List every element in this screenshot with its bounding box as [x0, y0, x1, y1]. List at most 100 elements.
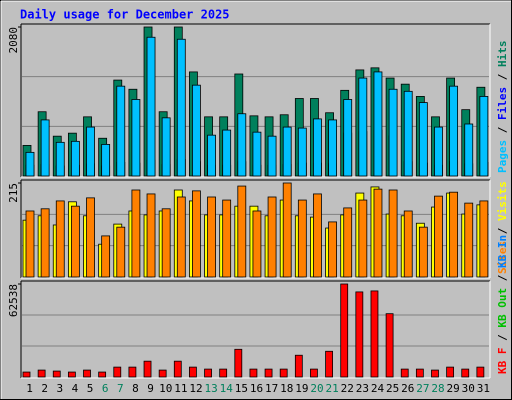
bar	[86, 197, 95, 278]
x-tick-label: 2	[41, 382, 48, 395]
x-tick-label: 3	[57, 382, 64, 395]
legend-entry: KB F	[496, 348, 509, 375]
bar	[355, 291, 364, 378]
legend-entry: Visits	[496, 181, 509, 221]
bar	[418, 102, 428, 177]
legend-entry: Files	[496, 87, 509, 120]
x-tick-label: 18	[280, 382, 293, 395]
bar	[161, 208, 171, 278]
bar	[313, 118, 322, 177]
bar	[176, 38, 186, 177]
bar	[267, 196, 277, 278]
x-tick-label: 24	[371, 382, 385, 395]
legend-separator: /	[496, 268, 509, 288]
bar	[325, 350, 333, 378]
bar	[192, 84, 201, 177]
bar	[388, 189, 398, 278]
bar	[189, 366, 197, 378]
bar	[176, 196, 186, 278]
bar	[70, 205, 80, 278]
bar	[207, 196, 216, 278]
legend-entry: KB In	[496, 235, 509, 268]
x-tick-label: 25	[386, 382, 399, 395]
bar	[192, 190, 201, 278]
bar	[279, 368, 288, 378]
bar	[446, 366, 455, 378]
x-tick-label: 4	[72, 382, 79, 395]
y-tick-label: 2080	[7, 27, 20, 54]
bar	[343, 99, 353, 177]
bar	[237, 113, 247, 177]
bar	[373, 188, 383, 278]
x-tick-label: 8	[132, 382, 139, 395]
bar	[297, 199, 307, 278]
bar	[222, 199, 232, 278]
bar	[310, 368, 318, 378]
bar	[22, 371, 31, 378]
x-tick-label: 5	[87, 382, 94, 395]
bar	[403, 210, 413, 278]
x-tick-label: 29	[447, 382, 460, 395]
panel	[21, 281, 490, 378]
x-tick-label: 17	[265, 382, 278, 395]
legend-separator: /	[496, 67, 509, 87]
x-tick-label: 11	[174, 382, 187, 395]
bar	[101, 144, 111, 177]
bar	[173, 360, 182, 378]
bar	[252, 210, 262, 278]
bar	[222, 129, 232, 177]
bar	[116, 226, 126, 278]
bar	[113, 366, 122, 378]
bar	[25, 151, 35, 177]
bar	[403, 90, 413, 177]
bar	[385, 313, 394, 378]
bar	[479, 96, 489, 177]
x-tick-label: 7	[117, 382, 124, 395]
chart-title: Daily usage for December 2025	[20, 8, 230, 22]
bar	[434, 126, 443, 177]
bar	[476, 366, 485, 378]
bar	[249, 368, 258, 378]
bar	[131, 189, 141, 278]
bar	[370, 290, 379, 378]
x-tick-label: 14	[220, 382, 234, 395]
bar	[83, 369, 91, 378]
bar	[234, 348, 243, 378]
x-tick-label: 27	[416, 382, 429, 395]
bar	[101, 235, 111, 278]
y-tick-label: 62538	[7, 284, 20, 317]
bar	[343, 207, 353, 278]
bar	[252, 131, 262, 177]
x-tick-label: 10	[159, 382, 172, 395]
bar	[67, 371, 76, 378]
bar	[313, 193, 322, 278]
bar	[158, 369, 167, 378]
bar	[37, 369, 46, 378]
x-tick-label: 23	[356, 382, 369, 395]
bar	[340, 283, 349, 378]
bar	[86, 126, 95, 177]
bar	[449, 191, 459, 278]
bar	[98, 371, 107, 378]
legend-entry: Sites	[496, 241, 509, 274]
bar	[207, 134, 216, 177]
legend-entry: Pages	[496, 140, 509, 173]
bar	[116, 85, 126, 177]
bar	[434, 195, 443, 278]
bar	[400, 368, 409, 378]
x-tick-label: 1	[26, 382, 33, 395]
bar	[461, 368, 470, 378]
bar	[479, 200, 489, 278]
bar	[328, 119, 337, 177]
x-tick-label: 30	[462, 382, 475, 395]
x-tick-label: 19	[295, 382, 308, 395]
bar	[431, 369, 439, 378]
bar	[55, 200, 65, 278]
bar	[358, 199, 368, 278]
bar	[415, 368, 424, 378]
bar	[294, 354, 303, 378]
bar	[418, 226, 428, 278]
legend-separator: /	[496, 328, 509, 348]
bar	[297, 127, 307, 177]
x-tick-label: 28	[431, 382, 444, 395]
